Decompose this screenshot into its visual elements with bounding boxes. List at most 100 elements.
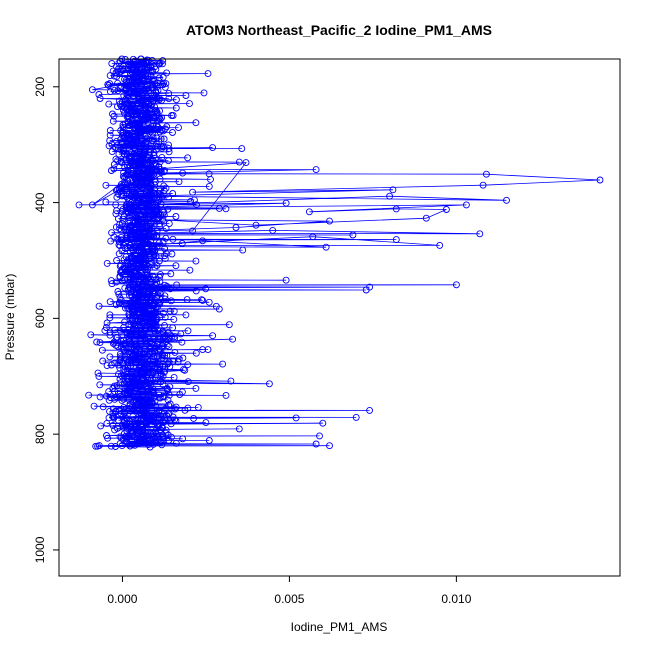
data-point [156,166,164,173]
data-point [164,410,172,418]
data-point [116,364,124,372]
data-point [204,346,212,354]
data-point [161,252,169,260]
data-point [161,125,169,133]
data-point [165,193,173,201]
data-point [156,128,164,136]
data-point [154,335,162,343]
data-point [202,419,210,427]
data-point [156,158,164,166]
data-point [105,142,113,150]
data-point [103,319,111,327]
data-point [186,266,194,274]
data-point [105,100,113,108]
data-point [138,184,146,192]
data-point [162,338,170,345]
data-point [144,213,152,221]
data-point [95,302,103,310]
data-point [120,92,128,100]
data-point [137,98,145,106]
data-point [117,233,125,241]
data-point [172,439,180,447]
data-point [150,252,158,260]
data-point [133,285,141,293]
data-point [177,330,185,338]
data-point [107,237,115,245]
data-point [117,68,125,76]
data-point [110,86,118,94]
data-point [152,252,160,260]
data-point [130,344,138,351]
data-point [171,405,179,413]
data-point [116,242,124,250]
data-point [102,198,110,206]
data-point [141,350,149,358]
data-point [169,190,177,197]
data-point [141,334,149,342]
data-point [194,403,202,411]
data-point [105,396,113,404]
data-point [160,182,168,190]
data-point [127,221,135,229]
data-point [165,220,173,228]
data-point [122,304,129,312]
data-point [452,281,460,289]
data-point [138,99,146,107]
data-point [192,257,200,265]
data-point [163,123,171,131]
data-point [106,137,114,145]
data-point [137,410,145,418]
data-point [229,335,237,343]
data-point [162,224,170,232]
data-point [159,127,167,135]
data-point [122,245,130,252]
data-point [179,354,187,362]
data-point [113,193,121,201]
data-point [462,201,470,209]
data-point [170,373,178,381]
data-point [184,361,192,369]
data-point [137,156,144,164]
data-point [139,386,147,394]
data-point [122,368,130,376]
data-point [129,277,137,285]
data-point [159,419,167,426]
data-point [169,129,176,136]
data-point [148,110,156,118]
y-tick-label: 200 [33,76,47,96]
data-point [151,263,159,271]
data-point [141,265,149,273]
plot-area [75,55,604,451]
data-point [192,384,200,392]
data-point [173,281,181,289]
data-point [117,372,125,380]
data-point [155,60,163,68]
data-point [158,441,166,449]
data-point [122,405,130,413]
data-point [115,241,123,249]
data-point [108,280,116,288]
data-point [113,257,121,264]
data-point [175,178,183,186]
y-tick-label: 800 [33,424,47,444]
data-point [239,246,247,254]
data-point [168,250,176,258]
data-point [192,287,200,295]
data-point [123,91,131,99]
data-point [115,290,123,298]
data-point [129,170,136,178]
data-point [106,311,114,319]
data-point [182,92,190,99]
data-point [167,420,175,428]
data-point [152,166,160,174]
data-point [312,440,320,448]
data-point [106,314,114,322]
data-point [192,349,200,357]
data-point [178,338,186,346]
data-point [112,223,120,231]
data-point [151,327,158,335]
data-point [135,426,142,434]
data-point [123,434,131,442]
data-point [162,80,170,88]
